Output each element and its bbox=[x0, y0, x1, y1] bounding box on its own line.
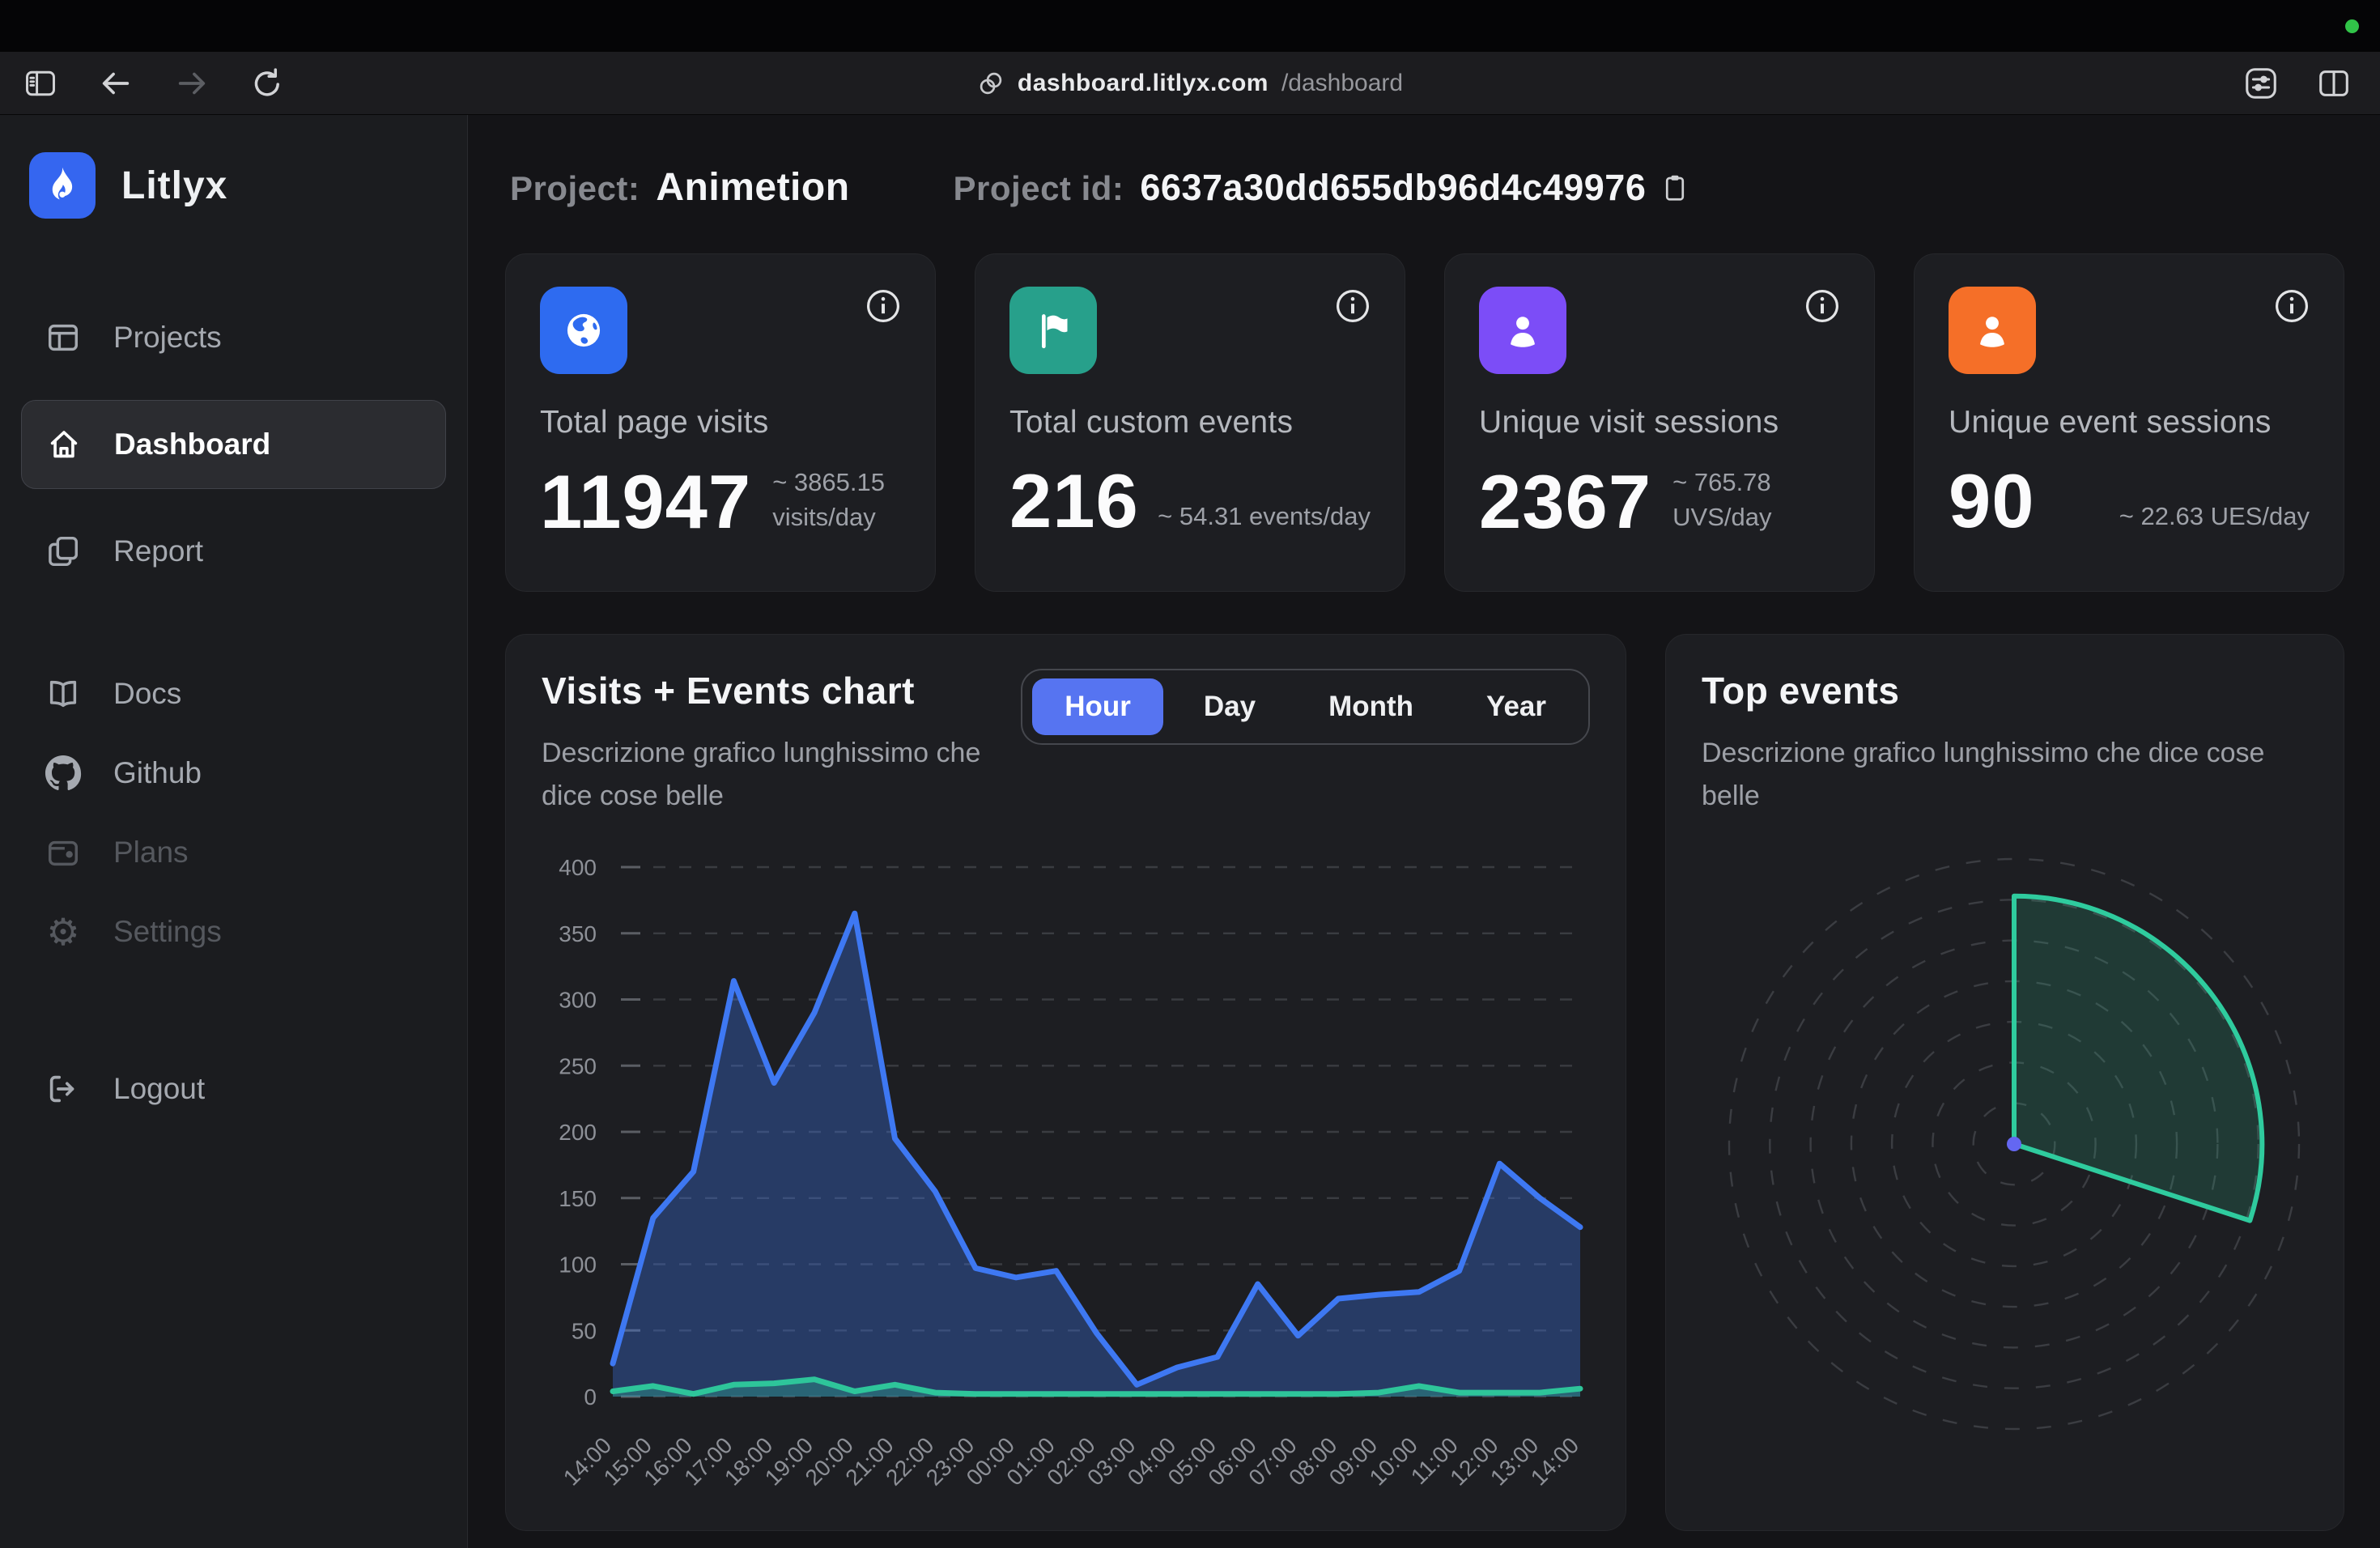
stat-title: Unique visit sessions bbox=[1479, 405, 1779, 440]
svg-text:10:00: 10:00 bbox=[1365, 1433, 1422, 1491]
home-icon bbox=[45, 425, 83, 464]
sidebar-item-docs[interactable]: Docs bbox=[21, 654, 446, 734]
stat-note: ~ 765.78 UVS/day bbox=[1672, 468, 1772, 532]
sidebar-item-label: Logout bbox=[113, 1072, 206, 1105]
stat-value: 90 bbox=[1949, 458, 2035, 543]
user-icon bbox=[1479, 287, 1566, 374]
github-icon bbox=[44, 754, 83, 793]
sidebar-item-github[interactable]: Github bbox=[21, 734, 446, 813]
split-view-icon[interactable] bbox=[2315, 65, 2352, 102]
sidebar-item-settings[interactable]: ⚙ Settings bbox=[21, 892, 446, 972]
info-icon[interactable] bbox=[1803, 287, 1842, 325]
svg-text:14:00: 14:00 bbox=[1526, 1433, 1583, 1491]
chart-title: Top events bbox=[1702, 670, 1900, 712]
info-icon[interactable] bbox=[1333, 287, 1372, 325]
link-icon bbox=[977, 70, 1005, 97]
info-icon[interactable] bbox=[864, 287, 903, 325]
chart-title: Visits + Events chart bbox=[542, 670, 915, 712]
svg-text:0: 0 bbox=[584, 1384, 597, 1410]
stat-title: Total page visits bbox=[540, 405, 769, 440]
recording-indicator-dot bbox=[2345, 19, 2359, 33]
stat-value: 11947 bbox=[540, 459, 752, 545]
flag-icon bbox=[1009, 287, 1097, 374]
gear-icon: ⚙ bbox=[46, 910, 80, 954]
sidebar-item-projects[interactable]: Projects bbox=[21, 298, 446, 377]
projects-icon bbox=[44, 318, 83, 357]
svg-text:250: 250 bbox=[559, 1054, 597, 1079]
logout-icon bbox=[44, 1070, 83, 1108]
svg-text:300: 300 bbox=[559, 988, 597, 1013]
window-titlebar bbox=[0, 0, 2380, 52]
info-icon[interactable] bbox=[2272, 287, 2311, 325]
sidebar-item-logout[interactable]: Logout bbox=[21, 1049, 446, 1129]
svg-text:350: 350 bbox=[559, 921, 597, 946]
litlyx-logo bbox=[29, 152, 96, 219]
svg-text:100: 100 bbox=[559, 1252, 597, 1278]
page-header: Project: Animetion Project id: 6637a30dd… bbox=[510, 165, 2344, 210]
stat-value: 216 bbox=[1009, 458, 1139, 543]
back-icon[interactable] bbox=[97, 65, 134, 102]
stat-card-unique-event-sessions: Unique event sessions 90 ~ 22.63 UES/day bbox=[1914, 253, 2344, 592]
stats-row: Total page visits 11947 ~ 3865.15 visits/… bbox=[505, 253, 2344, 592]
brand: Litlyx bbox=[21, 147, 446, 223]
stat-value: 2367 bbox=[1479, 459, 1652, 545]
docs-icon bbox=[44, 674, 83, 713]
chart-subtitle: Descrizione grafico lunghissimo che dice… bbox=[542, 738, 981, 811]
clipboard-icon[interactable] bbox=[1660, 172, 1689, 204]
sidebar-item-label: Projects bbox=[113, 321, 222, 354]
stat-title: Total custom events bbox=[1009, 405, 1294, 440]
stat-card-total-custom-events: Total custom events 216 ~ 54.31 events/d… bbox=[975, 253, 1405, 592]
project-id-label: Project id: bbox=[953, 169, 1124, 207]
browser-toolbar: dashboard.litlyx.com/dashboard bbox=[0, 52, 2380, 115]
svg-text:150: 150 bbox=[559, 1186, 597, 1211]
forward-icon[interactable] bbox=[173, 65, 210, 102]
sidebar-item-label: Dashboard bbox=[114, 427, 271, 461]
sidebar-item-label: Plans bbox=[113, 836, 189, 869]
top-events-polar-chart bbox=[1702, 828, 2308, 1476]
svg-text:400: 400 bbox=[559, 855, 597, 880]
stat-title: Unique event sessions bbox=[1949, 405, 2272, 440]
sidebar-item-report[interactable]: Report bbox=[21, 512, 446, 591]
top-events-chart-card: Top events Descrizione grafico lunghissi… bbox=[1665, 634, 2344, 1531]
stat-note: ~ 3865.15 visits/day bbox=[772, 468, 885, 532]
svg-text:50: 50 bbox=[572, 1319, 597, 1344]
sidebar-item-label: Docs bbox=[113, 677, 182, 710]
project-name: Animetion bbox=[656, 166, 850, 209]
tab-year[interactable]: Year bbox=[1486, 691, 1546, 722]
range-tabs: Hour Day Month Year bbox=[1021, 669, 1590, 745]
wallet-icon bbox=[44, 833, 83, 872]
visits-events-chart-card: Visits + Events chart Descrizione grafic… bbox=[505, 634, 1626, 1531]
brand-name: Litlyx bbox=[121, 164, 228, 207]
sidebar-toggle-icon[interactable] bbox=[23, 66, 58, 101]
report-icon bbox=[44, 532, 83, 571]
globe-icon bbox=[540, 287, 627, 374]
user-icon bbox=[1949, 287, 2036, 374]
tab-month[interactable]: Month bbox=[1328, 691, 1414, 722]
project-label: Project: bbox=[510, 169, 640, 207]
sidebar-item-label: Github bbox=[113, 756, 202, 789]
tab-day[interactable]: Day bbox=[1203, 691, 1256, 722]
project-id-value: 6637a30dd655db96d4c49976 bbox=[1140, 167, 1647, 208]
main-content: Project: Animetion Project id: 6637a30dd… bbox=[468, 115, 2380, 1548]
chart-subtitle: Descrizione grafico lunghissimo che dice… bbox=[1702, 738, 2265, 811]
sidebar-item-label: Report bbox=[113, 534, 204, 568]
url-host: dashboard.litlyx.com bbox=[1017, 69, 1269, 96]
stat-note: ~ 54.31 events/day bbox=[1158, 501, 1371, 530]
stat-card-unique-visit-sessions: Unique visit sessions 2367 ~ 765.78 UVS/d… bbox=[1444, 253, 1875, 592]
tab-hour[interactable]: Hour bbox=[1032, 678, 1163, 735]
url-path: /dashboard bbox=[1281, 69, 1404, 96]
sidebar: Litlyx Projects Dashboard bbox=[0, 115, 468, 1548]
svg-text:200: 200 bbox=[559, 1120, 597, 1145]
tune-icon[interactable] bbox=[2242, 65, 2280, 102]
visits-events-area-chart: 0 50 100 150 200 250 300 350 400 14:00 15:00 16:00 1… bbox=[542, 838, 1590, 1520]
sidebar-item-plans[interactable]: Plans bbox=[21, 813, 446, 892]
stat-card-total-page-visits: Total page visits 11947 ~ 3865.15 visits/… bbox=[505, 253, 936, 592]
reload-icon[interactable] bbox=[249, 66, 285, 101]
address-bar[interactable]: dashboard.litlyx.com/dashboard bbox=[405, 70, 1975, 97]
sidebar-item-label: Settings bbox=[113, 915, 222, 948]
stat-note: ~ 22.63 UES/day bbox=[2119, 501, 2310, 530]
sidebar-item-dashboard[interactable]: Dashboard bbox=[21, 400, 446, 489]
